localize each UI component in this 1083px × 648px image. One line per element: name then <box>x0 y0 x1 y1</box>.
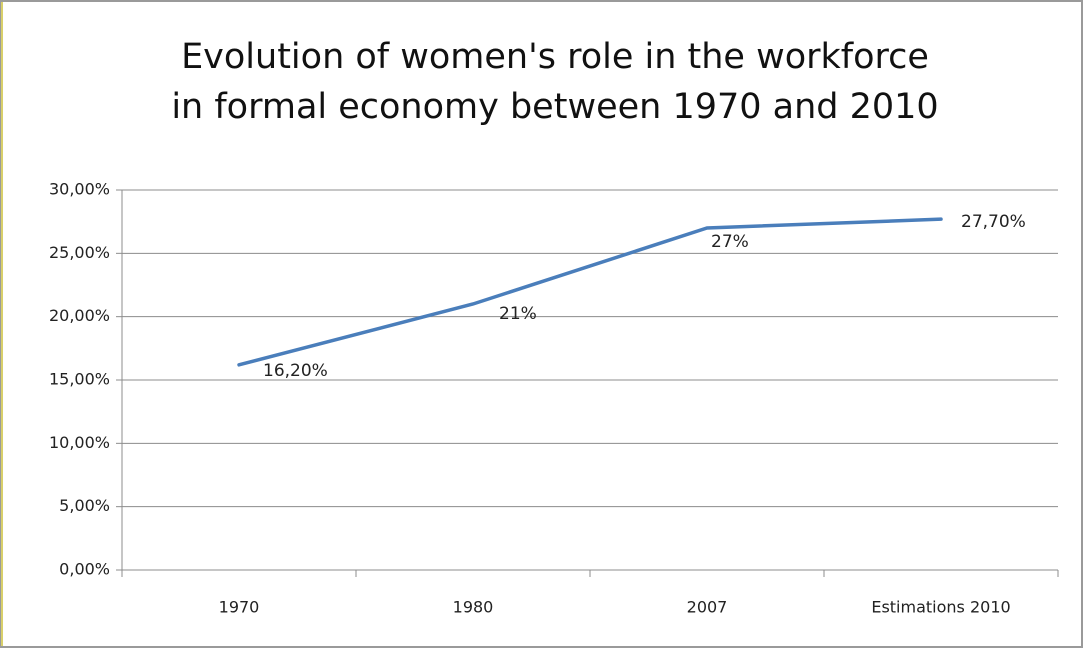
y-tick-label: 30,00% <box>49 180 110 199</box>
y-tick-label: 0,00% <box>59 560 110 579</box>
data-label: 16,20% <box>263 361 328 381</box>
data-line <box>237 217 943 367</box>
x-tick-label: Estimations 2010 <box>871 598 1010 617</box>
y-tick-label: 20,00% <box>49 306 110 325</box>
y-tick-label: 15,00% <box>49 370 110 389</box>
y-tick-label: 10,00% <box>49 433 110 452</box>
data-label: 27% <box>711 232 749 252</box>
y-tick-label: 5,00% <box>59 496 110 515</box>
x-tick-label: 1980 <box>453 598 494 617</box>
x-tick-label: 2007 <box>687 598 728 617</box>
chart-title: in formal economy between 1970 and 2010 <box>171 87 938 127</box>
data-label: 21% <box>499 304 537 324</box>
data-label: 27,70% <box>961 212 1026 232</box>
y-tick-label: 25,00% <box>49 243 110 262</box>
chart-title: Evolution of women's role in the workfor… <box>181 37 929 77</box>
x-tick-label: 1970 <box>219 598 260 617</box>
